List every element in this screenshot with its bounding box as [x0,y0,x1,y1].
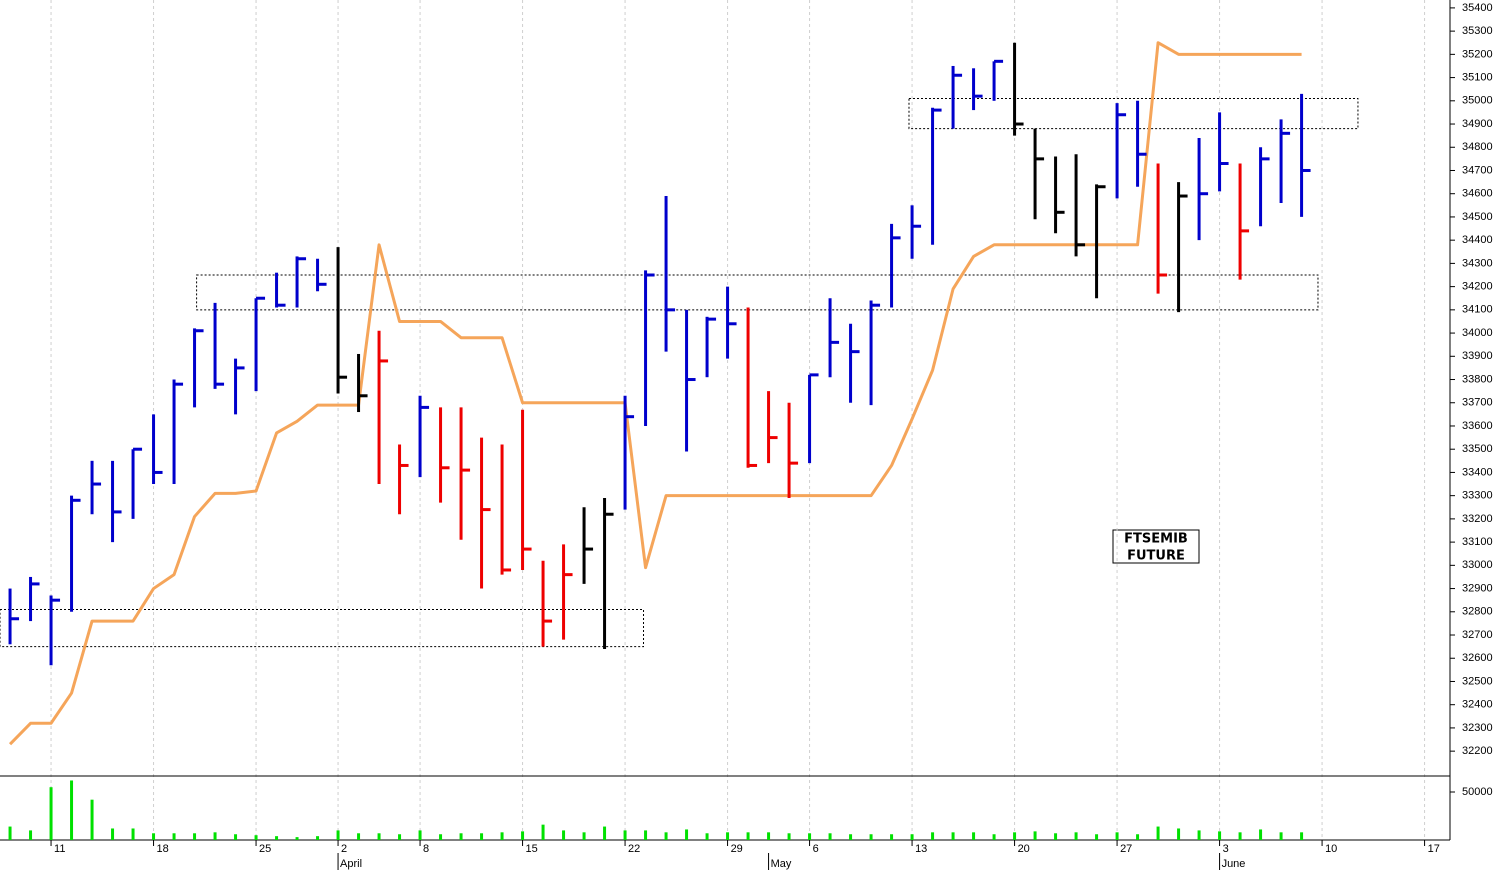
x-tick-label: 17 [1428,843,1440,855]
y-tick-label: 34000 [1462,327,1493,339]
x-tick-label: 18 [157,843,169,855]
y-tick-label: 33100 [1462,536,1493,548]
y-tick-label: 32800 [1462,606,1493,618]
y-tick-label: 35400 [1462,2,1493,14]
y-tick-label: 34400 [1462,234,1493,246]
y-tick-label: 34700 [1462,164,1493,176]
x-tick-label: 27 [1120,843,1132,855]
y-tick-label: 35200 [1462,48,1493,60]
y-tick-label: 33500 [1462,443,1493,455]
stop-line [8,41,1302,746]
month-label: June [1222,858,1246,870]
y-tick-label: 32600 [1462,652,1493,664]
x-tick-label: 13 [915,843,927,855]
month-label: May [771,858,792,870]
y-tick-label: 32900 [1462,582,1493,594]
y-tick-label: 32300 [1462,722,1493,734]
y-tick-label: 33800 [1462,373,1493,385]
y-tick-label: 33400 [1462,466,1493,478]
annotation: FTSEMIB [1124,532,1188,547]
x-tick-label: 3 [1223,843,1229,855]
y-tick-label: 32500 [1462,675,1493,687]
x-tick-label: 6 [813,843,819,855]
y-tick-label: 32200 [1462,745,1493,757]
y-tick-label: 33700 [1462,397,1493,409]
y-tick-label: 34100 [1462,304,1493,316]
x-tick-label: 15 [526,843,538,855]
y-tick-label: 33600 [1462,420,1493,432]
zone [0,608,645,648]
month-label: April [340,858,362,870]
annotation: FUTURE [1127,549,1185,564]
x-tick-label: 8 [423,843,429,855]
x-tick-label: 11 [54,843,65,855]
y-tick-label: 34600 [1462,188,1493,200]
zone [196,274,1319,311]
y-tick-label: 32700 [1462,629,1493,641]
y-tick-label: 34500 [1462,211,1493,223]
x-tick-label: 2 [341,843,347,855]
y-tick-label: 34300 [1462,257,1493,269]
y-tick-label: 34200 [1462,281,1493,293]
x-tick-label: 10 [1325,843,1337,855]
y-tick-label: 33200 [1462,513,1493,525]
volume-tick-label: 50000 [1462,786,1493,798]
annotation-box [1112,529,1200,564]
y-tick-label: 34800 [1462,141,1493,153]
zone [908,97,1359,130]
y-tick-label: 35000 [1462,95,1493,107]
y-tick-label: 32400 [1462,699,1493,711]
x-tick-label: 22 [628,843,640,855]
y-tick-label: 33900 [1462,350,1493,362]
y-tick-label: 34900 [1462,118,1493,130]
x-tick-label: 29 [731,843,743,855]
x-tick-label: 25 [259,843,271,855]
y-tick-label: 35100 [1462,71,1493,83]
y-tick-label: 35300 [1462,25,1493,37]
y-tick-label: 33000 [1462,559,1493,571]
x-tick-label: 20 [1018,843,1030,855]
y-tick-label: 33300 [1462,490,1493,502]
